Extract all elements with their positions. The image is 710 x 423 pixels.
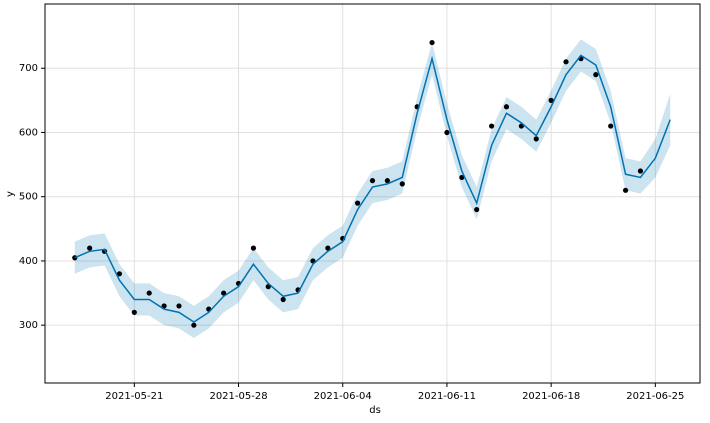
y-tick-label: 300 (19, 320, 38, 331)
observation (176, 303, 182, 309)
observation (503, 104, 510, 110)
observation (533, 136, 539, 142)
y-tick-label: 700 (19, 63, 38, 74)
observation (131, 309, 137, 315)
observation (429, 39, 435, 46)
observation (622, 187, 629, 193)
x-tick-label: 2021-06-04 (314, 391, 372, 402)
x-tick-label: 2021-06-11 (418, 391, 476, 402)
x-tick-label: 2021-06-18 (522, 391, 580, 402)
observation (459, 174, 465, 181)
observation (637, 168, 644, 174)
y-tick-label: 500 (19, 192, 38, 203)
observation (325, 245, 331, 251)
observation (444, 129, 450, 136)
observation (474, 206, 480, 213)
y-tick-label: 400 (19, 256, 38, 267)
observation (146, 290, 152, 296)
observation (488, 123, 495, 129)
uncertainty-band (74, 39, 671, 339)
observation (384, 178, 390, 184)
forecast-line (74, 54, 671, 323)
y-tick-label: 600 (19, 127, 38, 138)
observation (608, 123, 614, 129)
x-axis-label: ds (369, 405, 381, 416)
observation (87, 245, 93, 251)
plot-frame (44, 3, 701, 384)
observation (221, 290, 227, 296)
observation (399, 181, 405, 187)
observation (548, 97, 554, 103)
observation (355, 200, 361, 206)
observation (563, 59, 569, 65)
observation (116, 271, 123, 277)
x-tick-label: 2021-05-28 (209, 391, 267, 402)
x-tick-label: 2021-05-21 (105, 391, 163, 402)
observation (280, 296, 286, 303)
observation (369, 178, 376, 184)
y-axis-label: y (5, 191, 16, 197)
observation (250, 245, 257, 251)
observation (191, 322, 197, 328)
x-tick-label: 2021-06-25 (626, 391, 684, 402)
observation (161, 303, 167, 309)
observation (593, 72, 599, 78)
